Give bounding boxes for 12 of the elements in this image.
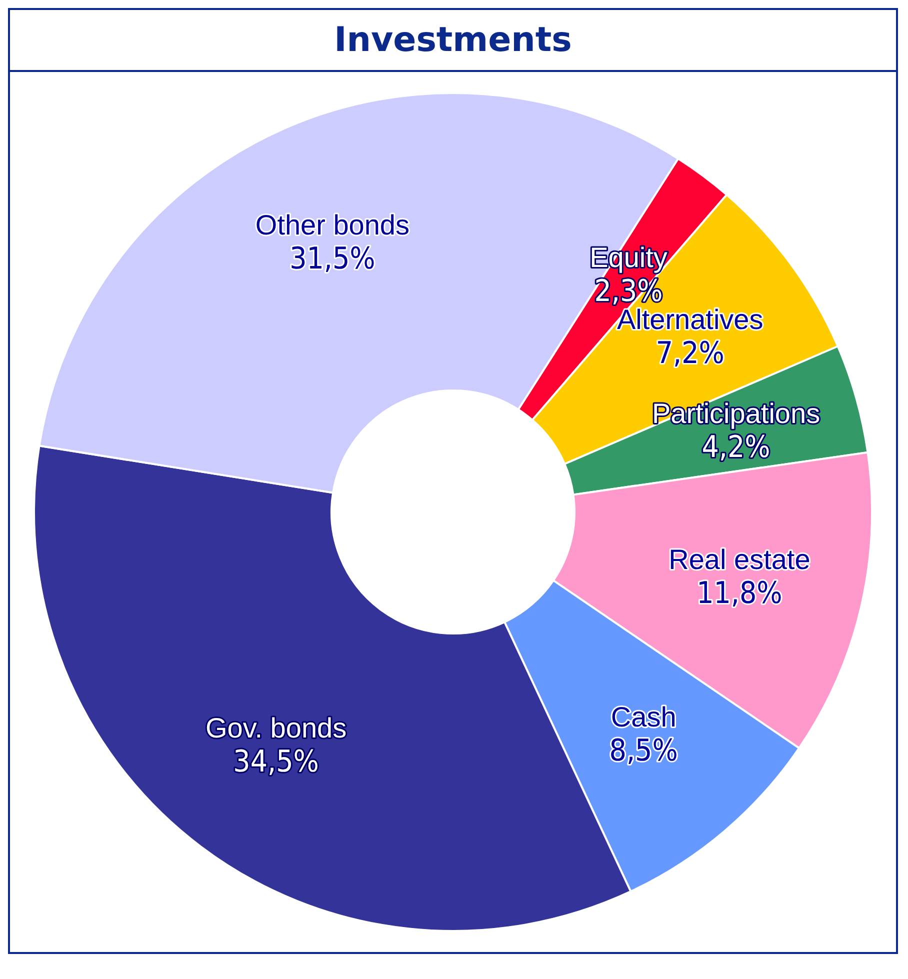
chart-title: Investments — [10, 10, 896, 72]
data-label: 8,5% — [609, 734, 678, 769]
slice-label: Cash — [610, 702, 676, 733]
data-label: 7,2% — [656, 336, 724, 371]
slice-label: Alternatives — [616, 304, 764, 335]
data-label: 4,2% — [702, 430, 770, 466]
data-label: 34,5% — [233, 744, 319, 780]
slice-label: Other bonds — [255, 210, 410, 241]
slice-label: Real estate — [668, 544, 810, 576]
data-label: 11,8% — [696, 576, 782, 612]
slice-label: Gov. bonds — [205, 712, 347, 744]
data-label: 31,5% — [290, 242, 376, 277]
